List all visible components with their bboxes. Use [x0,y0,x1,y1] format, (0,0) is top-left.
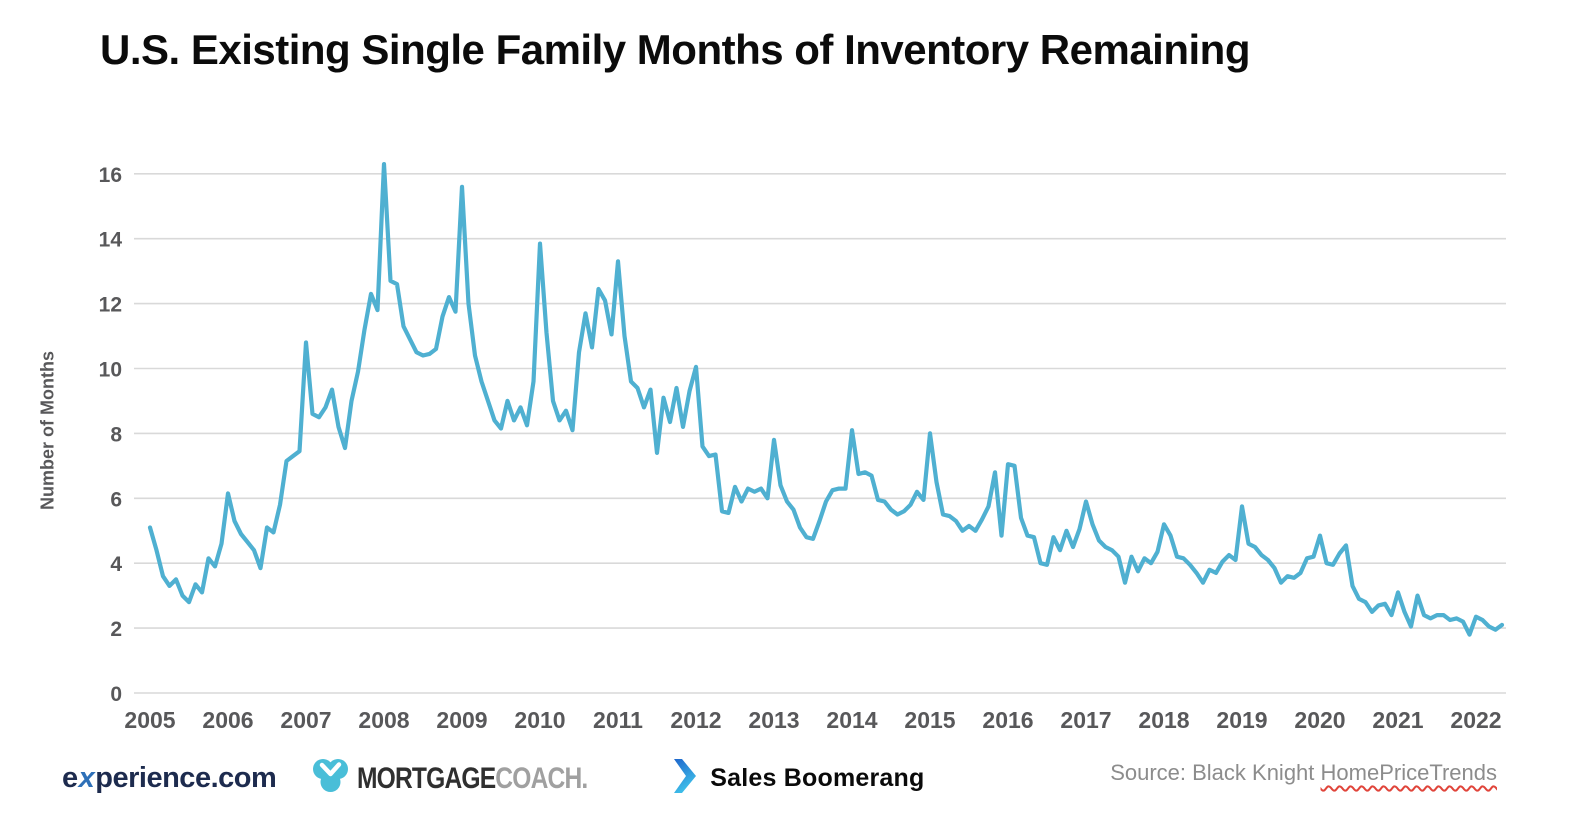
experience-logo-post: perience.com [95,762,277,794]
coach-text: COACH. [495,761,589,795]
inventory-line-chart: 0 2 4 6 8 10 12 14 16 2005 2006 2007 2008 2009 2010 201… [99,162,1506,733]
x-tick-label-2014: 2014 [826,707,877,733]
x-tick-label-2021: 2021 [1372,707,1423,733]
x-tick-label-2005: 2005 [124,707,175,733]
experience-logo-x: x [78,762,95,794]
logo-row: e x perience.com MORTGAGECOACH. [62,756,924,801]
x-tick-label-2018: 2018 [1138,707,1189,733]
y-tick-label-16: 16 [99,164,122,187]
y-tick-label-6: 6 [110,488,122,511]
x-tick-label-2008: 2008 [358,707,409,733]
x-tick-label-2010: 2010 [514,707,565,733]
y-tick-label-2: 2 [110,618,122,641]
source-prefix: Source: Black Knight [1110,760,1321,785]
x-tick-label-2019: 2019 [1216,707,1267,733]
source-homepricetrends: HomePriceTrends [1320,760,1497,785]
y-tick-label-12: 12 [99,294,122,317]
chart-title: U.S. Existing Single Family Months of In… [100,26,1250,73]
y-tick-label-8: 8 [110,423,122,446]
x-tick-label-2022: 2022 [1450,707,1501,733]
x-tick-label-2015: 2015 [904,707,955,733]
y-tick-label-4: 4 [110,553,122,576]
x-tick-label-2013: 2013 [748,707,799,733]
mortgage-coach-logo: MORTGAGECOACH. [310,757,638,800]
sales-boomerang-logo: Sales Boomerang [672,756,924,801]
x-tick-label-2009: 2009 [436,707,487,733]
y-tick-label-10: 10 [99,359,122,382]
mortgage-coach-trefoil-icon [310,757,350,800]
x-tick-label-2016: 2016 [982,707,1033,733]
footer: e x perience.com MORTGAGECOACH. [0,748,1578,808]
sales-boomerang-wordmark: Sales Boomerang [710,764,925,792]
source-attribution: Source: Black Knight HomePriceTrends [1110,760,1497,786]
x-tick-label-2007: 2007 [280,707,331,733]
x-tick-label-2017: 2017 [1060,707,1111,733]
boomerang-chevron-icon [672,756,698,801]
mortgage-coach-wordmark: MORTGAGECOACH. [357,761,589,796]
x-tick-label-2012: 2012 [670,707,721,733]
x-tick-label-2006: 2006 [202,707,253,733]
months-of-inventory-line [147,162,1505,637]
y-tick-label-0: 0 [110,683,122,706]
x-tick-label-2011: 2011 [593,707,643,733]
experience-com-logo: e x perience.com [62,762,277,795]
y-tick-label-14: 14 [99,229,123,252]
mortgage-text: MORTGAGE [357,761,496,795]
x-tick-label-2020: 2020 [1294,707,1345,733]
experience-logo-pre: e [62,762,78,794]
